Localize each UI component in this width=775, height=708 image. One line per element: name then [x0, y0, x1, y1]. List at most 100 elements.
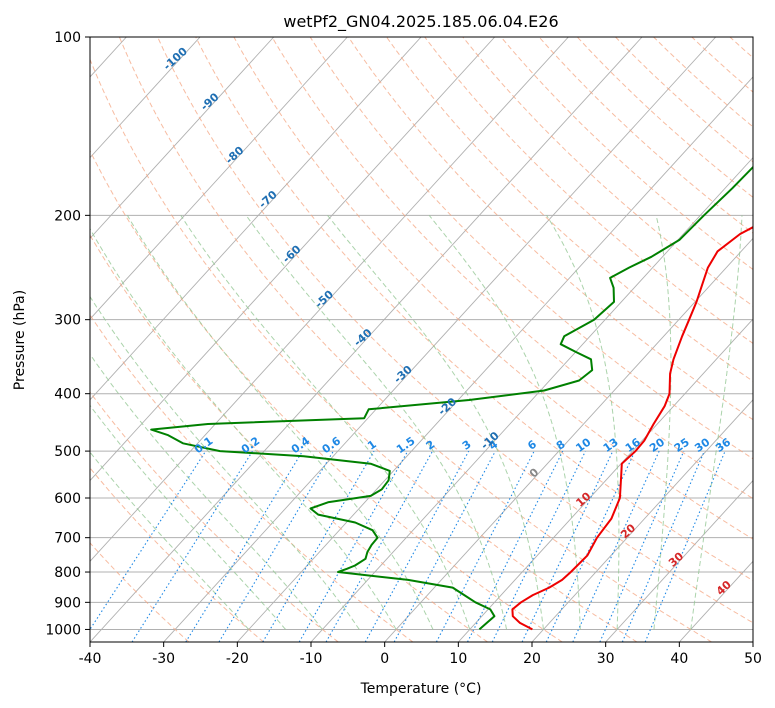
isotherm-line: [90, 37, 275, 240]
warm-isotherm-label: 20: [618, 521, 638, 541]
dry-adiabat: [424, 37, 753, 344]
moist-adiabat: [245, 215, 508, 630]
warm-isotherm-label: 10: [573, 489, 593, 509]
temperature-profile: [511, 226, 753, 631]
moist-adiabat: [327, 214, 544, 630]
isotherm-line: [90, 37, 348, 320]
isotherm-line: [163, 37, 717, 642]
warm-isotherm-label: 40: [714, 578, 734, 598]
mixing-ratio-line: [90, 450, 207, 631]
dry-adiabat: [90, 542, 190, 642]
y-tick-label: 600: [54, 491, 81, 507]
axes: -40 -30 -20 -10 0 10 20 30 40 5010020030040050060…: [45, 30, 762, 667]
dry-adiabat: [768, 37, 775, 642]
moist-adiabat: [180, 215, 471, 630]
x-tick-label: -20: [226, 651, 249, 667]
isotherm-line: [605, 479, 753, 642]
dry-adiabat: [462, 37, 753, 307]
isotherm-line: [531, 399, 753, 642]
mixing-ratio-line: [298, 450, 409, 642]
y-tick-label: 100: [54, 30, 81, 46]
y-tick-label: 800: [54, 565, 81, 581]
mixing-ratio-label: 3: [460, 438, 474, 453]
moist-adiabat: [90, 404, 286, 630]
dry-adiabat: [90, 467, 264, 642]
profile-layer: [150, 165, 753, 631]
mixing-ratio-line: [364, 450, 470, 642]
dewpoint-profile: [150, 165, 753, 631]
isotherm-line: [90, 37, 201, 159]
mixing-ratio-label: 30: [692, 435, 712, 455]
mixing-ratio-line: [262, 450, 375, 642]
mixing-ratio-label: 0.4: [289, 434, 313, 456]
mixing-ratio-label: 10: [573, 435, 593, 455]
x-tick-label: 30: [597, 651, 615, 667]
y-tick-label: 700: [54, 531, 81, 547]
dry-adiabat: [653, 37, 753, 128]
mixing-ratio-line: [185, 450, 304, 642]
isotherm-line: [384, 237, 753, 642]
y-tick-label: 500: [54, 444, 81, 460]
isotherm-line: [90, 37, 569, 562]
chart-title: wetPf2_GN04.2025.185.06.04.E26: [283, 12, 558, 32]
mixing-ratio-label: 6: [525, 438, 539, 453]
isotherm-line: [90, 37, 422, 401]
isotherm-label: -60: [280, 243, 304, 266]
y-tick-label: 400: [54, 387, 81, 403]
isotherm-line: [90, 37, 496, 482]
mixing-ratio-label: 0.1: [192, 434, 215, 456]
mixing-ratio-line: [621, 450, 705, 642]
y-tick-label: 900: [54, 595, 81, 611]
plot-frame: [89, 36, 754, 643]
mixing-ratio-line: [491, 450, 586, 642]
isotherm-label: -40: [351, 326, 375, 349]
x-tick-label: -30: [152, 651, 175, 667]
x-tick-label: 0: [380, 651, 389, 667]
mixing-ratio-label: 0.6: [320, 434, 344, 456]
mixing-ratio-line: [521, 450, 614, 642]
mixing-ratio-line: [467, 450, 564, 642]
mixing-ratio-label: 25: [672, 436, 692, 455]
y-tick-label: 200: [54, 208, 81, 224]
isotherm-label: -100: [161, 45, 190, 73]
moist-adiabat: [690, 215, 743, 630]
mixing-ratio-line: [393, 450, 496, 642]
dry-adiabat: [90, 149, 563, 642]
x-axis-title: Temperature (°C): [360, 681, 482, 697]
mixing-ratio-label: 2: [424, 438, 438, 453]
dry-adiabat: [538, 37, 753, 234]
mixing-ratio-label: 8: [554, 438, 568, 453]
x-tick-label: -10: [300, 651, 323, 667]
isotherm-label: -70: [256, 188, 280, 211]
moist-adiabat: [90, 451, 250, 630]
dry-adiabat: [157, 37, 753, 624]
moist-adiabat: [428, 214, 581, 630]
moist-adiabat: [653, 215, 672, 630]
mixing-ratio-line: [325, 450, 434, 642]
isotherm-label: -80: [223, 144, 247, 167]
moist-adiabat: [126, 215, 434, 630]
isotherm-label: -50: [313, 288, 337, 311]
mixing-ratio-line: [644, 450, 726, 642]
isotherm-label: -30: [391, 363, 415, 386]
isotherm-label: -90: [198, 90, 222, 113]
mixing-ratio-line: [545, 450, 636, 642]
isotherm-line: [752, 641, 753, 642]
x-tick-label: 10: [449, 651, 467, 667]
y-tick-label: 1000: [45, 622, 81, 638]
dry-adiabat: [386, 37, 753, 382]
dry-adiabat: [271, 37, 753, 500]
mixing-ratio-label: 13: [601, 436, 621, 455]
mixing-ratio-label: 1.5: [394, 434, 417, 456]
isotherm-line: [458, 318, 753, 642]
reference-grid: [90, 37, 775, 642]
x-tick-label: -40: [79, 651, 102, 667]
dry-adiabat: [691, 37, 753, 93]
mixing-ratio-label: 1: [365, 438, 379, 453]
x-tick-label: 50: [744, 651, 762, 667]
mixing-ratio-label: 20: [647, 435, 667, 455]
warm-isotherm-label: 30: [666, 549, 686, 569]
y-axis-title: Pressure (hPa): [12, 290, 28, 390]
dry-adiabat: [233, 37, 753, 540]
